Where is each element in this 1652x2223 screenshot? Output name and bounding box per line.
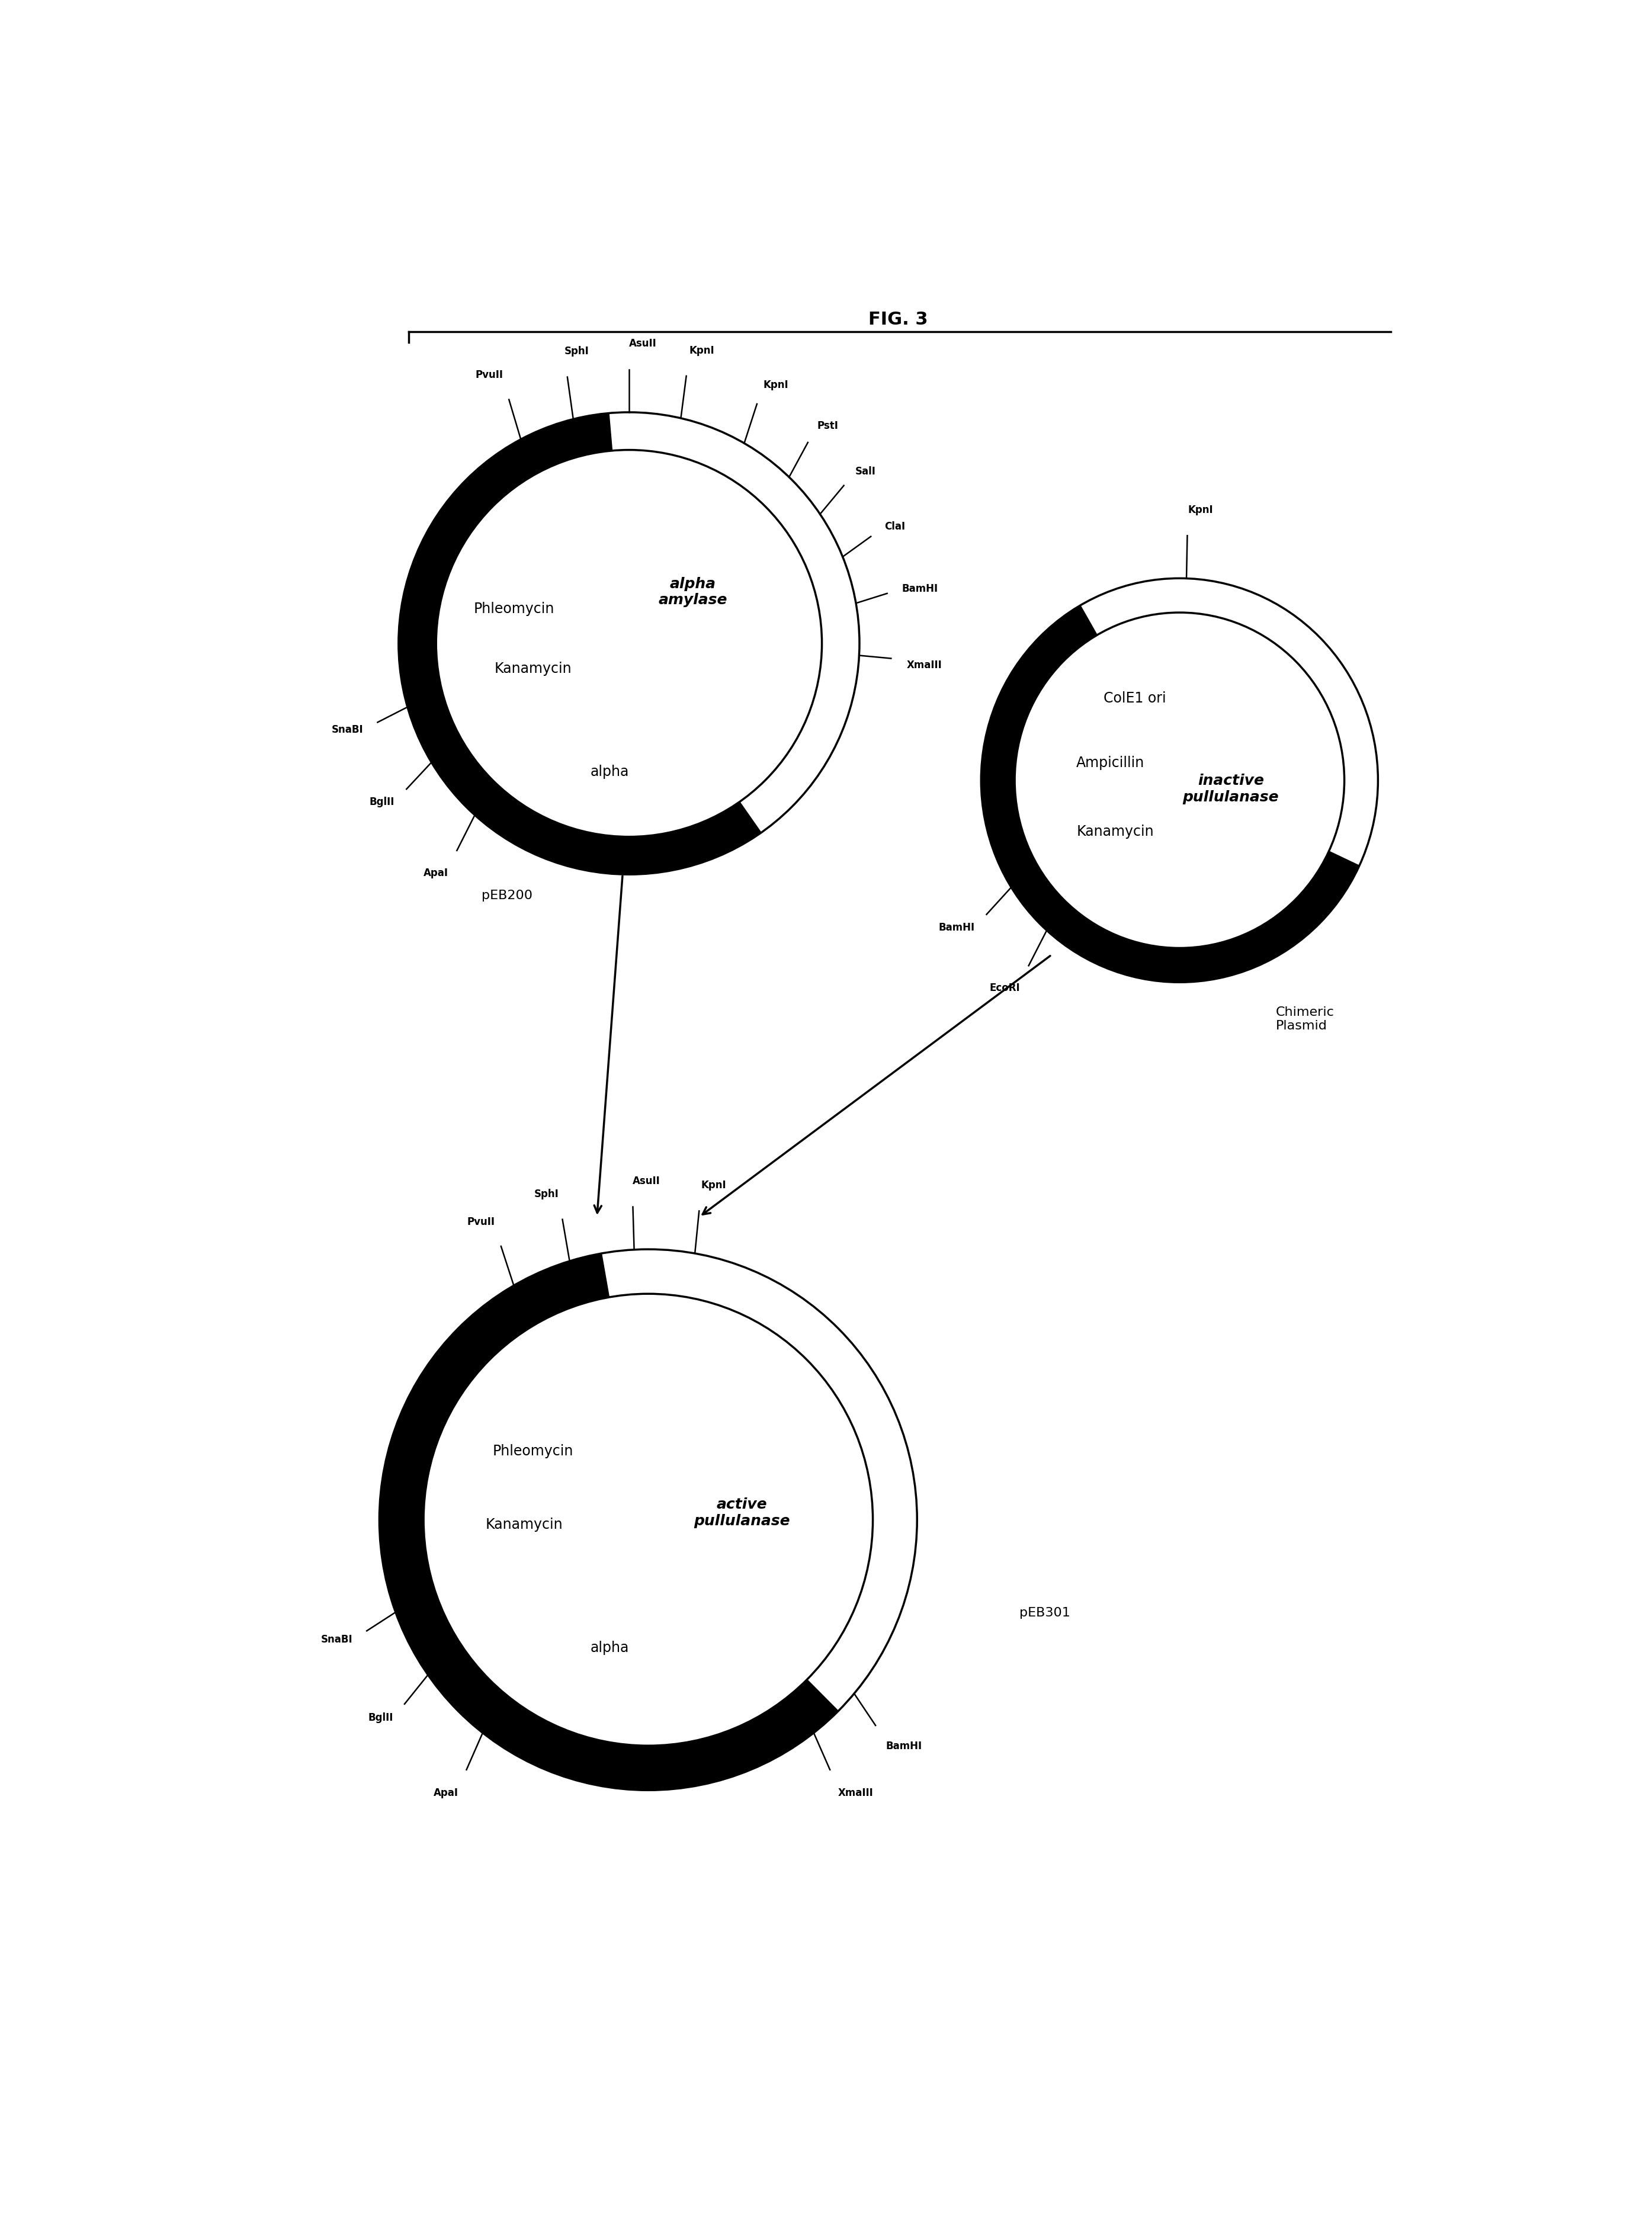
Text: Phleomycin: Phleomycin [492, 1445, 573, 1458]
Text: BamHI: BamHI [938, 923, 975, 934]
Text: KpnI: KpnI [700, 1180, 727, 1192]
Polygon shape [981, 605, 1360, 983]
Text: SalI: SalI [856, 467, 876, 478]
Text: KpnI: KpnI [1188, 505, 1213, 516]
Polygon shape [398, 413, 762, 874]
Text: PstI: PstI [816, 420, 838, 431]
Text: Kanamycin: Kanamycin [494, 662, 572, 676]
Text: ApaI: ApaI [423, 867, 448, 878]
Text: active
pullulanase: active pullulanase [694, 1498, 790, 1527]
Text: Kanamycin: Kanamycin [486, 1518, 563, 1532]
Text: alpha: alpha [590, 765, 629, 778]
Text: SphI: SphI [565, 347, 590, 358]
Text: pEB200: pEB200 [482, 889, 532, 903]
Text: BglII: BglII [370, 796, 395, 807]
Text: SnaBI: SnaBI [332, 725, 363, 736]
Text: ColE1 ori: ColE1 ori [1104, 691, 1166, 705]
Text: alpha: alpha [590, 1641, 629, 1656]
Text: AsuII: AsuII [629, 338, 657, 349]
Text: inactive
pullulanase: inactive pullulanase [1183, 774, 1279, 805]
Text: BglII: BglII [368, 1712, 393, 1723]
Text: PvuII: PvuII [468, 1216, 496, 1227]
Text: EcoRI: EcoRI [990, 983, 1019, 994]
Text: KpnI: KpnI [689, 345, 714, 356]
Text: XmaIII: XmaIII [838, 1787, 874, 1798]
Text: alpha
amylase: alpha amylase [659, 576, 727, 607]
Text: Phleomycin: Phleomycin [474, 602, 553, 616]
Text: Chimeric
Plasmid: Chimeric Plasmid [1275, 1007, 1335, 1031]
Text: SphI: SphI [534, 1189, 558, 1200]
Text: ApaI: ApaI [434, 1787, 459, 1798]
Text: PvuII: PvuII [476, 369, 504, 380]
Text: SnaBI: SnaBI [320, 1634, 354, 1645]
Text: FIG. 3: FIG. 3 [867, 311, 928, 329]
Text: KpnI: KpnI [763, 380, 788, 391]
Text: pEB301: pEB301 [1019, 1607, 1070, 1618]
Text: BamHI: BamHI [885, 1741, 922, 1752]
Text: XmaIII: XmaIII [907, 660, 942, 671]
Text: Kanamycin: Kanamycin [1077, 825, 1155, 838]
Polygon shape [380, 1254, 838, 1790]
Text: Ampicillin: Ampicillin [1075, 756, 1145, 769]
Text: ClaI: ClaI [884, 522, 905, 531]
Text: BamHI: BamHI [902, 582, 938, 594]
Text: AsuII: AsuII [633, 1176, 659, 1187]
